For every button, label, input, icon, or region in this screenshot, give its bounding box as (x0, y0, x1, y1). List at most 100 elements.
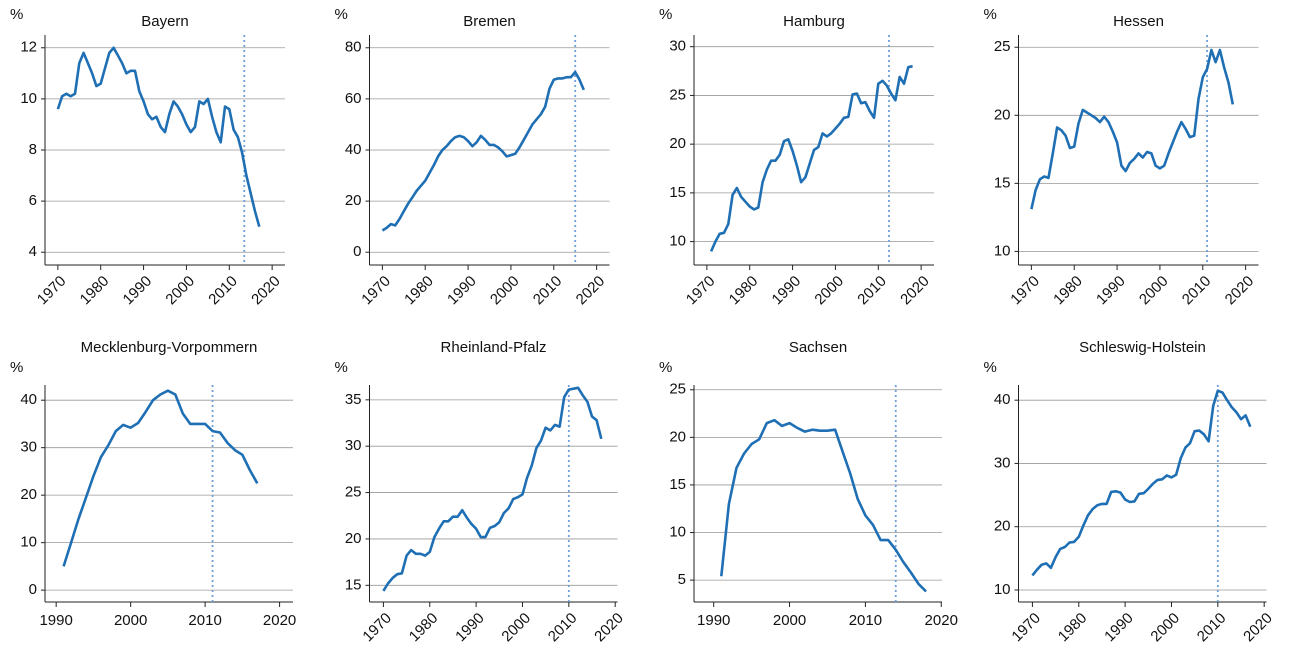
panel-title: Schleswig-Holstein (1079, 339, 1206, 356)
y-tick-label: 10 (20, 534, 37, 551)
x-tick-label: 2000 (1147, 610, 1183, 646)
panel: Mecklenburg-Vorpommern% 0 10 20 30 40 1990 2000… (10, 339, 296, 629)
panel-title: Mecklenburg-Vorpommern (81, 339, 258, 356)
y-tick-label: 20 (669, 428, 686, 445)
y-tick-label: 25 (669, 381, 686, 398)
x-tick-label: 1980 (77, 273, 113, 309)
x-tick-label: 1970 (34, 273, 70, 309)
y-unit-label: % (984, 6, 997, 23)
x-tick-label: 1970 (1008, 610, 1044, 646)
data-line (1031, 389, 1252, 577)
x-tick-label: 1980 (406, 610, 442, 646)
y-tick-label: 30 (994, 454, 1011, 471)
x-tick-label: 2010 (849, 612, 882, 629)
y-tick-label: 15 (994, 174, 1011, 191)
x-tick-label: 1980 (1050, 273, 1086, 309)
y-tick-label: 5 (678, 571, 686, 588)
x-tick-label: 2000 (114, 612, 147, 629)
panel-title: Sachsen (789, 339, 847, 356)
y-tick-label: 40 (994, 391, 1011, 408)
panel-title: Hamburg (783, 13, 845, 30)
y-tick-label: 80 (345, 39, 362, 56)
x-tick-label: 1990 (769, 273, 805, 309)
x-tick-label: 2010 (1194, 610, 1230, 646)
y-tick-label: 12 (20, 39, 37, 56)
data-line (709, 64, 913, 252)
y-tick-label: 10 (669, 523, 686, 540)
x-tick-label: 2020 (897, 273, 933, 309)
x-tick-label: 1980 (726, 273, 762, 309)
x-tick-label: 2000 (487, 273, 523, 309)
data-line (382, 386, 603, 592)
x-tick-label: 1990 (1101, 610, 1137, 646)
y-tick-label: 15 (669, 476, 686, 493)
x-tick-label: 2000 (811, 273, 847, 309)
panel: Hessen% 10 15 20 25 1970 1980 1990 2000 2010 2020 (984, 6, 1259, 308)
x-tick-label: 1990 (697, 612, 730, 629)
y-tick-label: 25 (994, 38, 1011, 55)
panel-title: Bremen (463, 13, 516, 30)
x-tick-label: 2010 (854, 273, 890, 309)
y-tick-label: 40 (20, 391, 37, 408)
y-tick-label: 15 (345, 576, 362, 593)
x-tick-label: 1990 (120, 273, 156, 309)
panel: Bayern% 4 6 8 10 12 1970 1980 1990 2000 2010 2020 (10, 6, 285, 308)
x-tick-label: 2000 (773, 612, 806, 629)
y-tick-label: 20 (345, 192, 362, 209)
y-tick-label: 6 (29, 192, 37, 209)
y-tick-label: 10 (994, 242, 1011, 259)
x-tick-label: 2020 (591, 610, 627, 646)
x-tick-label: 2020 (1240, 610, 1276, 646)
x-tick-label: 1990 (39, 612, 72, 629)
x-tick-label: 2000 (1136, 273, 1172, 309)
data-line (62, 389, 259, 567)
x-tick-label: 1980 (1055, 610, 1091, 646)
y-tick-label: 40 (345, 141, 362, 158)
panel-title: Bayern (141, 13, 189, 30)
y-tick-label: 20 (994, 518, 1011, 535)
x-tick-label: 2020 (248, 273, 284, 309)
y-tick-label: 4 (29, 243, 37, 260)
panel-title: Rheinland-Pfalz (441, 339, 547, 356)
y-tick-label: 10 (669, 233, 686, 250)
panel: Schleswig-Holstein% 10 20 30 40 1970 1980 1990 2… (984, 339, 1276, 645)
x-tick-label: 1990 (452, 610, 488, 646)
y-unit-label: % (10, 359, 23, 376)
y-tick-label: 20 (20, 486, 37, 503)
y-unit-label: % (335, 6, 348, 23)
panel: Rheinland-Pfalz% 15 20 25 30 35 1970 1980 1990 20… (335, 339, 627, 645)
x-tick-label: 2010 (545, 610, 581, 646)
x-tick-label: 2020 (925, 612, 958, 629)
y-tick-label: 60 (345, 90, 362, 107)
data-line (381, 70, 585, 232)
data-line (720, 418, 928, 593)
y-tick-label: 20 (994, 106, 1011, 123)
y-tick-label: 20 (669, 135, 686, 152)
y-unit-label: % (10, 6, 23, 23)
x-tick-label: 2020 (1222, 273, 1258, 309)
data-line (56, 46, 261, 228)
panel: Bremen% 0 20 40 60 80 1970 1980 1990 2000 2010 2020 (335, 6, 610, 308)
x-tick-label: 2020 (573, 273, 609, 309)
y-unit-label: % (659, 6, 672, 23)
x-tick-label: 1990 (444, 273, 480, 309)
y-tick-label: 35 (345, 391, 362, 408)
x-tick-label: 1980 (401, 273, 437, 309)
x-tick-label: 1990 (1093, 273, 1129, 309)
x-tick-label: 2010 (530, 273, 566, 309)
panel: Hamburg% 10 15 20 25 30 1970 1980 1990 2000 2010 20… (659, 6, 934, 308)
x-tick-label: 1970 (359, 610, 395, 646)
y-tick-label: 30 (345, 437, 362, 454)
data-line (1030, 48, 1235, 210)
y-tick-label: 10 (994, 581, 1011, 598)
x-tick-label: 1970 (1007, 273, 1043, 309)
y-tick-label: 0 (29, 581, 37, 598)
x-tick-label: 2010 (1179, 273, 1215, 309)
x-tick-label: 2000 (162, 273, 198, 309)
x-tick-label: 2010 (188, 612, 221, 629)
y-unit-label: % (335, 359, 348, 376)
panel: Sachsen% 5 10 15 20 25 1990 2000 2010 2020 (659, 339, 958, 629)
y-tick-label: 8 (29, 141, 37, 158)
y-tick-label: 15 (669, 184, 686, 201)
